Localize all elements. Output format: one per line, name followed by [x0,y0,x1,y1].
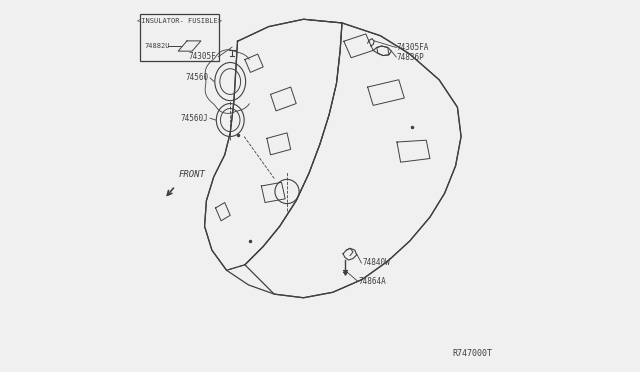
Text: 74836P: 74836P [397,52,425,61]
Text: 74840W: 74840W [362,259,390,267]
Text: 74560J: 74560J [180,114,208,123]
Text: 74882U: 74882U [144,43,170,49]
Text: R747000T: R747000T [452,349,492,358]
Text: FRONT: FRONT [179,170,206,179]
Text: 74305F: 74305F [189,52,217,61]
Text: 74864A: 74864A [358,277,386,286]
Text: 74560: 74560 [185,73,208,83]
Text: 74305FA: 74305FA [397,43,429,52]
Text: <INSULATOR- FUSIBLE>: <INSULATOR- FUSIBLE> [138,18,222,24]
